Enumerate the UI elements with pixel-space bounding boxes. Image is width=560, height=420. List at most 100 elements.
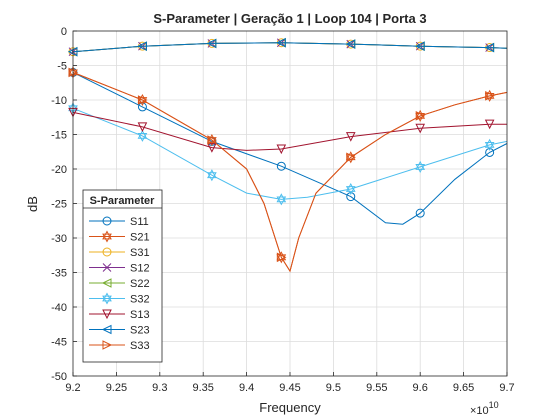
x-tick-label: 9.55 xyxy=(366,382,387,394)
series-marker-s23 xyxy=(206,38,217,49)
y-tick-label: -45 xyxy=(51,337,67,349)
series-marker-s33 xyxy=(346,152,356,163)
x-ticks: 9.2 9.25 9.3 9.35 9.4 9.45 9.5 9.55 9.6 9.65 9.7 xyxy=(65,372,515,394)
legend-swatch-marker xyxy=(102,247,112,257)
series-marker-s11 xyxy=(346,192,356,202)
series-marker-s32 xyxy=(207,169,217,182)
legend-swatch-marker xyxy=(102,263,112,272)
y-tick-label: -35 xyxy=(51,268,67,280)
legend-swatch-marker xyxy=(102,340,113,350)
x-tick-label: 9.6 xyxy=(413,382,428,394)
series-marker-s32-lower xyxy=(415,164,426,173)
legend-item-s12: S12 xyxy=(89,263,150,275)
legend-item-s31: S31 xyxy=(89,247,150,259)
x-tick-label: 9.35 xyxy=(192,382,213,394)
x-tick-label: 9.4 xyxy=(239,382,254,394)
legend-label: S22 xyxy=(130,278,150,290)
series-marker-s32-upper xyxy=(345,182,356,192)
series-marker-s32-upper xyxy=(484,138,495,148)
series-marker-s13 xyxy=(484,119,495,130)
legend-item-s21: S21 xyxy=(89,230,150,244)
series-marker-s32-upper xyxy=(276,193,287,203)
legend-swatch-marker xyxy=(102,292,112,305)
series-marker-s13 xyxy=(207,143,217,153)
series-line-s33 xyxy=(72,71,508,273)
y-tick-label: 0 xyxy=(61,26,67,38)
series-s23 xyxy=(67,37,508,57)
series-marker-s33 xyxy=(276,252,287,263)
y-tick-label: -15 xyxy=(51,130,67,142)
series-marker-s23 xyxy=(415,41,425,51)
legend-label: S33 xyxy=(130,340,150,352)
y-ticks: 0 -5 -10 -15 -20 -25 -30 -35 -40 -45 -50 xyxy=(51,26,77,383)
legend-swatch-marker xyxy=(101,324,112,335)
grid xyxy=(73,31,507,376)
legend-swatch-marker xyxy=(102,230,112,243)
x-tick-label: 9.25 xyxy=(106,382,127,394)
legend-label: S23 xyxy=(130,325,150,337)
legend-items: S11 S21 S31 S12 S22 S32 S13 S23 S33 xyxy=(89,216,150,352)
legend-swatch-marker-upper xyxy=(102,292,112,302)
y-tick-label: -40 xyxy=(51,302,67,314)
series-marker-s33 xyxy=(207,135,217,145)
x-exponent-power: 10 xyxy=(489,400,499,410)
y-tick-label: -50 xyxy=(51,371,67,383)
y-tick-label: -25 xyxy=(51,199,67,211)
series-group xyxy=(67,37,508,273)
series-marker-s32-upper xyxy=(207,169,217,179)
legend-swatch-marker xyxy=(102,216,112,226)
legend-swatch-marker xyxy=(101,278,112,288)
series-marker-s11 xyxy=(276,161,286,171)
legend-label: S13 xyxy=(130,309,150,321)
series-marker-s33 xyxy=(415,111,426,121)
series-line-s23 xyxy=(72,42,508,53)
legend-box xyxy=(82,189,163,363)
x-tick-label: 9.5 xyxy=(326,382,341,394)
series-marker-s32-lower xyxy=(276,196,287,206)
legend-item-s11: S11 xyxy=(89,216,149,228)
legend-label: S11 xyxy=(130,216,149,228)
y-axis-label: dB xyxy=(25,196,40,212)
legend-label: S31 xyxy=(130,247,150,259)
legend: S-Parameter S11 S21 S31 S12 S22 S32 S13 S23 S33 xyxy=(82,189,163,363)
series-marker-s23 xyxy=(484,42,495,53)
series-marker-s13 xyxy=(415,123,426,134)
legend-swatch-marker-lower xyxy=(102,295,112,305)
series-marker-s11 xyxy=(415,208,425,218)
series-marker-s32 xyxy=(276,193,287,206)
series-s33 xyxy=(68,67,508,273)
series-marker-s33 xyxy=(137,95,148,105)
x-tick-label: 9.7 xyxy=(499,382,514,394)
x-exponent-base: ×10 xyxy=(470,405,489,417)
legend-swatch-marker xyxy=(102,309,112,320)
series-marker-s32-upper xyxy=(137,129,148,139)
series-marker-s32-lower xyxy=(484,141,495,151)
series-marker-s13 xyxy=(137,122,148,133)
y-tick-label: -10 xyxy=(51,95,67,107)
x-axis-label: Frequency xyxy=(259,400,321,415)
legend-item-s22: S22 xyxy=(89,278,150,290)
series-marker-s13 xyxy=(276,144,287,155)
x-tick-label: 9.65 xyxy=(453,382,474,394)
legend-item-s32: S32 xyxy=(89,292,150,306)
y-tick-label: -20 xyxy=(51,164,67,176)
series-marker-s33 xyxy=(485,91,495,101)
legend-label: S32 xyxy=(130,294,150,306)
series-marker-s32-lower xyxy=(345,186,356,196)
legend-swatch-marker-lower xyxy=(102,233,112,243)
x-tick-label: 9.3 xyxy=(152,382,167,394)
legend-label: S21 xyxy=(130,232,150,244)
series-marker-s32 xyxy=(415,160,426,173)
series-marker-s32-lower xyxy=(207,172,217,182)
series-line-s13 xyxy=(72,111,507,151)
series-marker-s32 xyxy=(345,182,356,196)
legend-item-s13: S13 xyxy=(89,309,150,321)
x-exponent-multiplier: ×1010 xyxy=(470,400,499,417)
y-tick-label: -5 xyxy=(57,61,67,73)
series-marker-s32 xyxy=(484,138,495,151)
legend-swatch-marker-upper xyxy=(102,230,112,240)
series-marker-s13 xyxy=(345,132,356,142)
series-line-s32 xyxy=(72,107,508,200)
series-line-s11 xyxy=(72,71,508,225)
